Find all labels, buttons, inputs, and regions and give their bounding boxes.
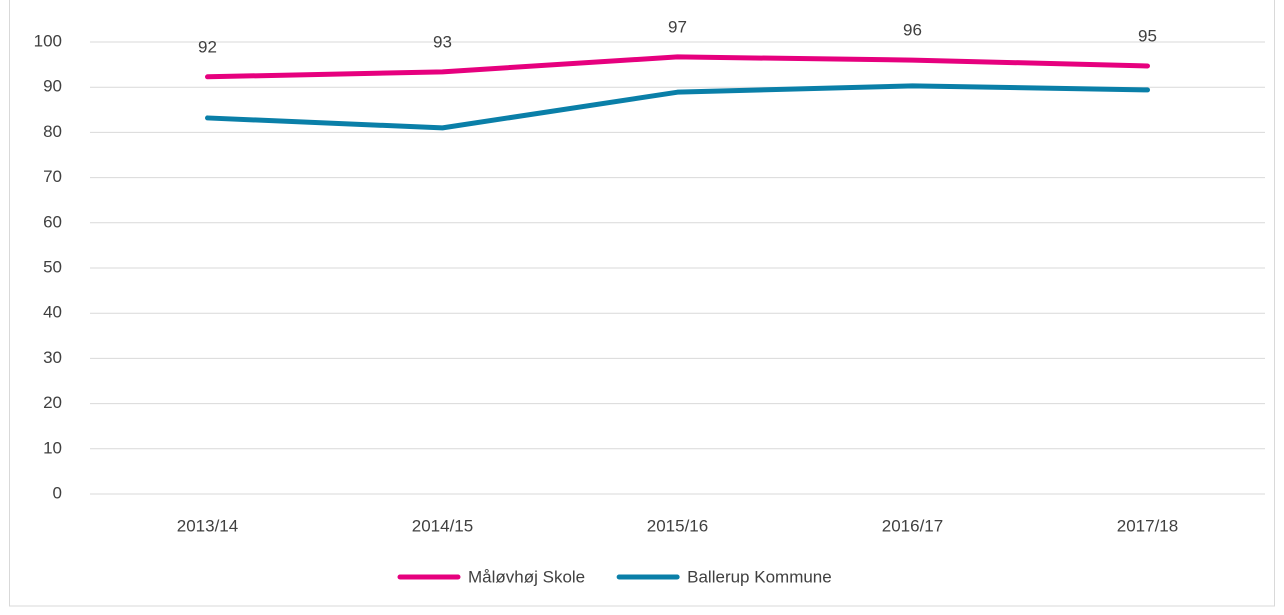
y-tick-label: 10: [43, 438, 62, 457]
chart-frame: [9, 0, 1275, 607]
legend-label: Ballerup Kommune: [687, 567, 832, 586]
y-tick-label: 50: [43, 257, 62, 276]
y-tick-label: 70: [43, 167, 62, 186]
y-tick-label: 40: [43, 303, 62, 322]
series-line: [205, 54, 1150, 80]
x-tick-label: 2017/18: [1117, 516, 1178, 535]
x-tick-label: 2016/17: [882, 516, 943, 535]
x-tick-label: 2013/14: [177, 516, 238, 535]
data-label: 95: [1138, 26, 1157, 45]
data-label: 97: [668, 17, 687, 36]
data-label: 92: [198, 37, 217, 56]
x-tick-label: 2014/15: [412, 516, 473, 535]
y-tick-label: 60: [43, 212, 62, 231]
y-tick-label: 80: [43, 122, 62, 141]
legend-label: Måløvhøj Skole: [468, 567, 585, 586]
x-tick-label: 2015/16: [647, 516, 708, 535]
y-tick-label: 20: [43, 393, 62, 412]
y-tick-label: 100: [34, 31, 62, 50]
data-label: 93: [433, 32, 452, 51]
data-label: 96: [903, 21, 922, 40]
y-tick-label: 90: [43, 77, 62, 96]
y-tick-label: 30: [43, 348, 62, 367]
y-tick-label: 0: [53, 483, 62, 502]
series-line: [205, 83, 1150, 131]
